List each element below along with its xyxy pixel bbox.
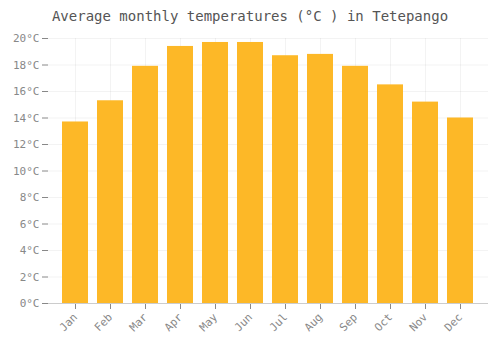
svg-text:18°C: 18°C [13,59,40,72]
svg-text:Aug: Aug [302,311,325,334]
svg-text:6°C: 6°C [20,218,40,231]
svg-text:May: May [197,310,221,334]
svg-text:8°C: 8°C [20,191,40,204]
svg-text:16°C: 16°C [13,85,40,98]
svg-text:14°C: 14°C [13,112,40,125]
svg-text:20°C: 20°C [13,32,40,45]
svg-text:0°C: 0°C [20,297,40,310]
svg-text:Apr: Apr [162,310,186,334]
html-text:Average monthly temperatures (: Average monthly temperatures (°C ) in Te… [51,8,449,24]
svg-text:Oct: Oct [372,311,395,334]
svg-text:Nov: Nov [407,310,431,334]
svg-text:Mar: Mar [127,310,151,334]
svg-text:10°C: 10°C [13,165,40,178]
svg-text:Sep: Sep [337,311,360,334]
svg-text:Jan: Jan [57,311,80,334]
svg-text:2°C: 2°C [20,271,40,284]
svg-text:4°C: 4°C [20,244,40,257]
svg-text:Jun: Jun [232,311,255,334]
svg-text:12°C: 12°C [13,138,40,151]
svg-text:Jul: Jul [267,311,290,334]
svg-text:Feb: Feb [92,311,115,334]
svg-text:Dec: Dec [442,311,465,334]
